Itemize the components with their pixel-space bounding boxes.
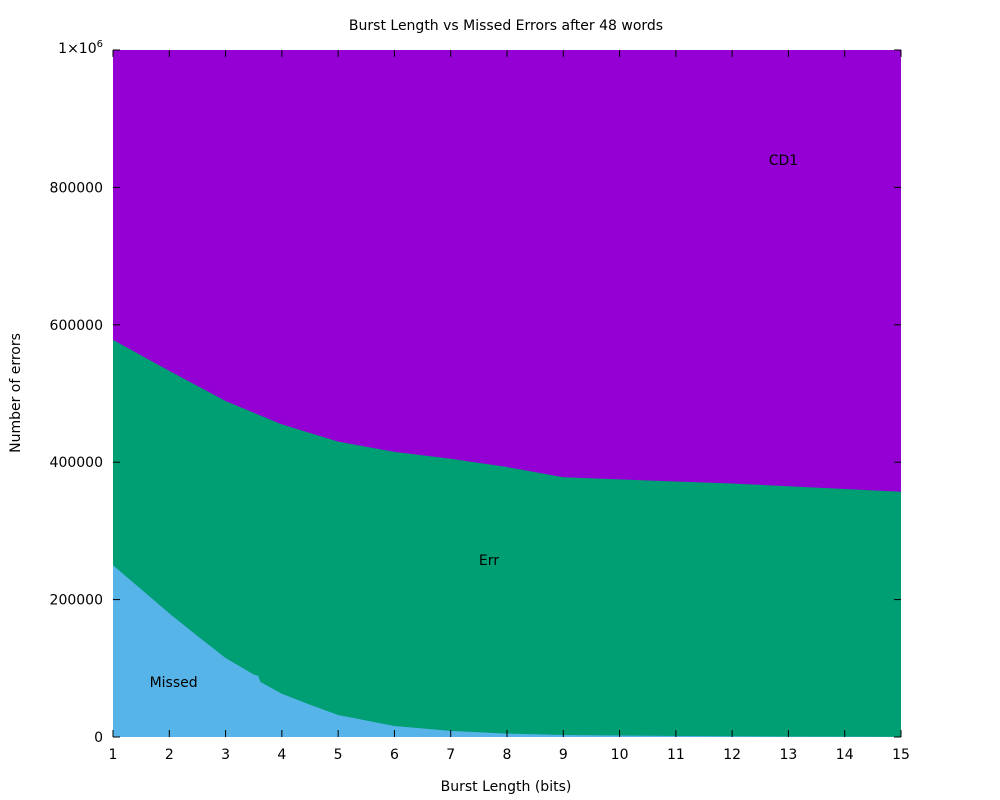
x-tick-label: 15: [892, 747, 910, 763]
x-tick-label: 14: [836, 747, 854, 763]
region-label-cd1: CD1: [769, 153, 798, 169]
x-tick-label: 4: [277, 747, 286, 763]
y-tick-label: 600000: [50, 318, 103, 334]
x-tick-label: 5: [334, 747, 343, 763]
x-tick-label: 1: [109, 747, 118, 763]
y-axis-title: Number of errors: [8, 333, 24, 453]
x-tick-label: 8: [503, 747, 512, 763]
x-tick-label: 13: [780, 747, 798, 763]
x-tick-label: 9: [559, 747, 568, 763]
x-tick-label: 2: [165, 747, 174, 763]
x-tick-label: 7: [446, 747, 455, 763]
y-tick-label: 200000: [50, 593, 103, 609]
x-tick-label: 3: [221, 747, 230, 763]
area-err: [113, 339, 901, 737]
x-tick-label: 12: [723, 747, 741, 763]
region-label-layer: Missed Err CD1: [150, 153, 799, 691]
region-label-missed: Missed: [150, 675, 198, 691]
y-tick-label: 0: [94, 730, 103, 746]
x-tick-label: 10: [611, 747, 629, 763]
x-tick-label: 6: [390, 747, 399, 763]
area-missed: [113, 565, 901, 737]
y-tick-label: 1×106: [58, 39, 103, 57]
x-axis-title: Burst Length (bits): [441, 779, 572, 795]
region-label-err: Err: [479, 553, 499, 569]
chart-title: Burst Length vs Missed Errors after 48 w…: [349, 18, 663, 34]
tick-layer: 1 2 3 4 5 6 7 8 9 10 11 12 13 14 150200000400000600000…: [50, 39, 910, 763]
x-tick-label: 11: [667, 747, 685, 763]
y-tick-label: 800000: [50, 180, 103, 196]
area-layer: [113, 50, 901, 737]
y-tick-label: 400000: [50, 455, 103, 471]
